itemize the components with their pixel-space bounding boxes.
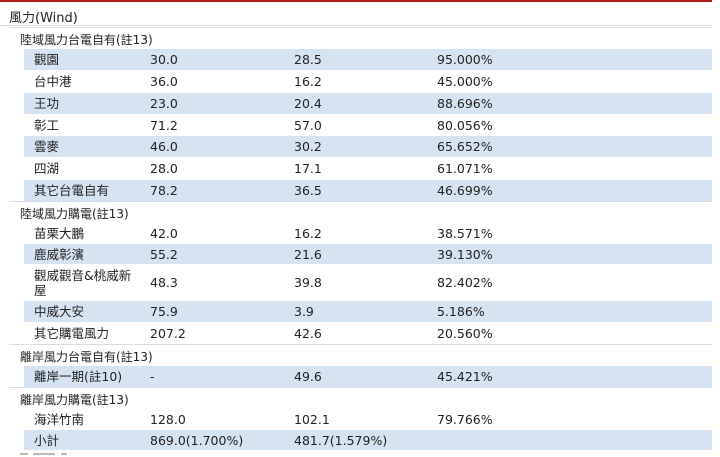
- table-row: 中威大安 75.9 3.9 5.186%: [24, 300, 712, 322]
- section-label: 陸域風力購電(註13): [20, 207, 129, 221]
- table-row: 王功 23.0 20.4 88.696%: [24, 92, 712, 114]
- plant-name: 觀園: [34, 52, 60, 67]
- plant-name: 離岸一期(註10): [34, 369, 123, 384]
- generation-value: 20.4: [294, 96, 322, 111]
- table-row: 鹿威彰濱 55.2 21.6 39.130%: [24, 243, 712, 264]
- ratio-value: 45.000%: [437, 74, 493, 89]
- capacity-value: -: [150, 369, 155, 384]
- generation-value: 28.5: [294, 52, 322, 67]
- table-row: 離岸一期(註10) - 49.6 45.421%: [24, 365, 712, 387]
- generation-value: 21.6: [294, 246, 322, 262]
- ratio-value: 95.000%: [437, 52, 493, 67]
- plant-name: 其它購電風力: [34, 326, 110, 341]
- page-title: 風力(Wind): [9, 11, 78, 26]
- generation-value: 481.7(1.579%): [294, 432, 388, 448]
- section-header: 離岸風力台電自有(註13): [9, 344, 712, 365]
- generation-value: 16.2: [294, 74, 322, 89]
- capacity-value: 75.9: [150, 304, 178, 319]
- capacity-value: 78.2: [150, 183, 178, 198]
- capacity-value: 207.2: [150, 326, 186, 341]
- plant-name: 彰工: [34, 117, 60, 133]
- plant-name: 王功: [34, 96, 60, 111]
- plant-name: 小計: [34, 432, 60, 448]
- table-row: 四湖 28.0 17.1 61.071%: [24, 157, 712, 179]
- plant-name: 雲麥: [34, 139, 60, 154]
- table-row: 觀威觀音&桃威新屋 48.3 39.8 82.402%: [24, 264, 712, 300]
- generation-value: 39.8: [294, 275, 322, 290]
- table-row: 彰工 71.2 57.0 80.056%: [24, 114, 712, 135]
- capacity-value: 42.0: [150, 225, 178, 241]
- generation-value: 16.2: [294, 225, 322, 241]
- cropped-next-row: [9, 450, 89, 457]
- table-row: 苗栗大鵬 42.0 16.2 38.571%: [24, 222, 712, 243]
- generation-value: 42.6: [294, 326, 322, 341]
- section-header: 離岸風力購電(註13): [9, 387, 712, 408]
- table-row: 海洋竹南 128.0 102.1 79.766%: [24, 408, 712, 429]
- section-header: 陸域風力台電自有(註13): [9, 27, 712, 48]
- generation-value: 57.0: [294, 117, 322, 133]
- plant-name: 鹿威彰濱: [34, 246, 85, 262]
- generation-value: 3.9: [294, 304, 314, 319]
- table-row: 其它台電自有 78.2 36.5 46.699%: [24, 179, 712, 201]
- plant-name: 四湖: [34, 161, 60, 176]
- subtotal-row: 小計 869.0(1.700%) 481.7(1.579%): [24, 429, 712, 450]
- capacity-value: 55.2: [150, 246, 178, 262]
- plant-name: 其它台電自有: [34, 183, 110, 198]
- capacity-value: 71.2: [150, 117, 178, 133]
- generation-value: 30.2: [294, 139, 322, 154]
- capacity-value: 869.0(1.700%): [150, 432, 244, 448]
- generation-value: 49.6: [294, 369, 322, 384]
- capacity-value: 23.0: [150, 96, 178, 111]
- section-header: 陸域風力購電(註13): [9, 201, 712, 222]
- ratio-value: 20.560%: [437, 326, 493, 341]
- plant-name: 中威大安: [34, 304, 85, 319]
- ratio-value: 80.056%: [437, 117, 493, 133]
- section-label: 離岸風力購電(註13): [20, 393, 129, 407]
- section-label: 離岸風力台電自有(註13): [20, 350, 153, 364]
- plant-name: 苗栗大鵬: [34, 225, 85, 241]
- capacity-value: 48.3: [150, 275, 178, 290]
- table-row: 其它購電風力 207.2 42.6 20.560%: [24, 322, 712, 344]
- generation-value: 102.1: [294, 411, 330, 427]
- capacity-value: 36.0: [150, 74, 178, 89]
- capacity-value: 128.0: [150, 411, 186, 427]
- table-row: 台中港 36.0 16.2 45.000%: [24, 70, 712, 92]
- generation-value: 36.5: [294, 183, 322, 198]
- ratio-value: 79.766%: [437, 411, 493, 427]
- ratio-value: 45.421%: [437, 369, 493, 384]
- ratio-value: 65.652%: [437, 139, 493, 154]
- capacity-value: 30.0: [150, 52, 178, 67]
- ratio-value: 82.402%: [437, 275, 493, 290]
- plant-name: 觀威觀音&桃威新屋: [34, 267, 132, 298]
- section-label: 陸域風力台電自有(註13): [20, 33, 153, 47]
- ratio-value: 88.696%: [437, 96, 493, 111]
- plant-name: 台中港: [34, 74, 72, 89]
- ratio-value: 61.071%: [437, 161, 493, 176]
- ratio-value: 46.699%: [437, 183, 493, 198]
- ratio-value: 39.130%: [437, 246, 493, 262]
- wind-header: 風力(Wind): [0, 0, 712, 26]
- capacity-value: 46.0: [150, 139, 178, 154]
- generation-value: 17.1: [294, 161, 322, 176]
- table-row: 觀園 30.0 28.5 95.000%: [24, 48, 712, 70]
- ratio-value: 5.186%: [437, 304, 485, 319]
- table-row: 雲麥 46.0 30.2 65.652%: [24, 135, 712, 157]
- plant-name: 海洋竹南: [34, 411, 85, 427]
- ratio-value: 38.571%: [437, 225, 493, 241]
- capacity-value: 28.0: [150, 161, 178, 176]
